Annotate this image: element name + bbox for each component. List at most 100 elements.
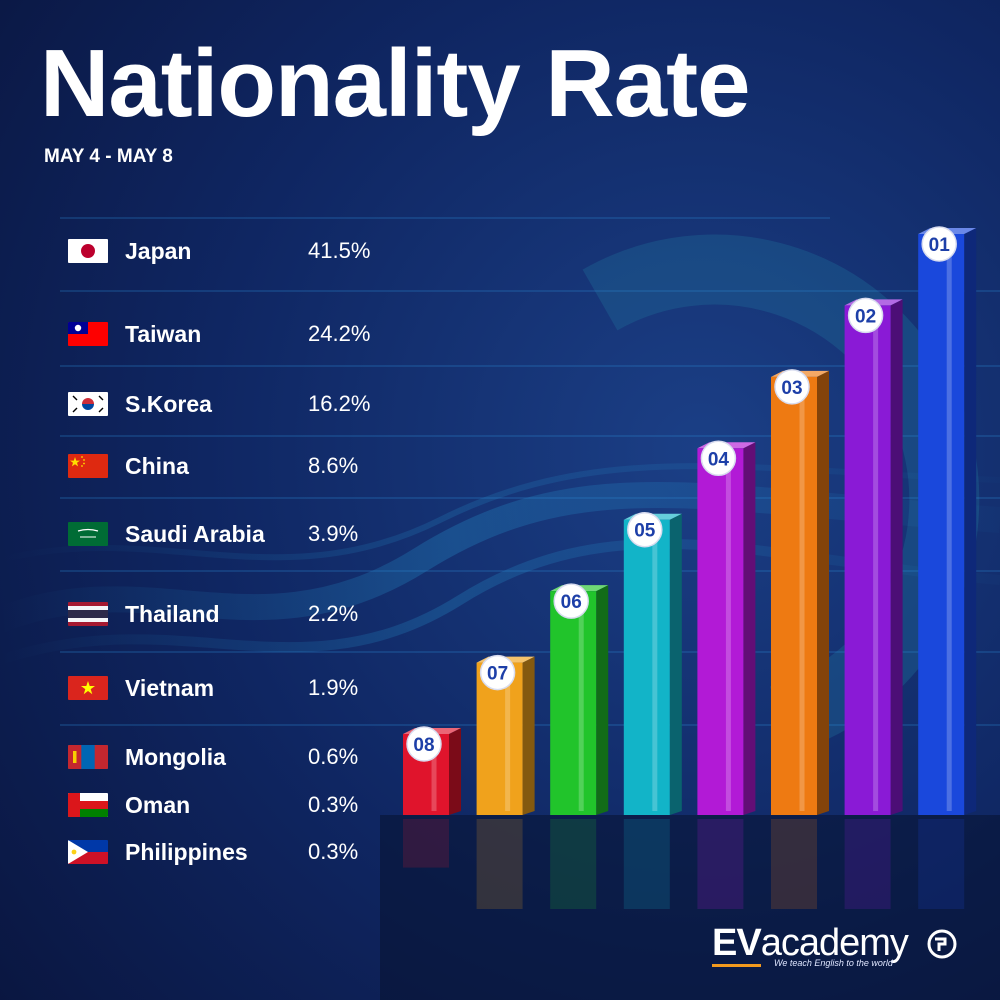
- bar-highlight: [725, 452, 731, 811]
- bar-side-face: [964, 228, 977, 815]
- logo-ev-text: EV: [712, 922, 762, 967]
- country-name: Taiwan: [125, 321, 202, 347]
- country-percent: 24.2%: [308, 321, 371, 346]
- nationality-list: Japan 41.5% Taiwan 24.2% S.Korea 16.2% C…: [0, 0, 420, 900]
- bar-highlight: [578, 595, 584, 811]
- list-item-philippines: Philippines 0.3%: [68, 836, 408, 866]
- rank-label: 01: [929, 235, 951, 256]
- logo-globe-icon: [927, 929, 957, 959]
- bar-highlight: [946, 238, 952, 811]
- bar-reflection: [623, 819, 670, 909]
- country-name: Oman: [125, 792, 191, 818]
- rank-badge: [921, 226, 957, 262]
- logo-academy-text: academy: [760, 922, 909, 964]
- country-percent: 2.2%: [308, 601, 359, 626]
- country-percent: 3.9%: [308, 521, 359, 546]
- bar-side-face: [522, 656, 535, 815]
- rank-label: 03: [781, 378, 802, 399]
- rank-badge: [847, 297, 884, 334]
- list-item-china: China 8.6%: [68, 450, 408, 480]
- vietnam-flag-icon: [68, 676, 108, 700]
- list-item-thailand: Thailand 2.2%: [68, 598, 408, 628]
- bar-reflection: [403, 819, 449, 868]
- bar-front-face: [771, 376, 817, 815]
- saudi-arabia-flag-icon: [68, 522, 108, 546]
- country-name: Philippines: [125, 839, 248, 865]
- country-name: Thailand: [125, 601, 220, 627]
- bar-reflection: [844, 819, 891, 909]
- bar-rank-03: 03: [771, 369, 829, 909]
- bar-rank-08: 08: [403, 726, 461, 868]
- page-title: Nationality Rate: [40, 30, 750, 137]
- country-name: Vietnam: [125, 675, 215, 701]
- list-item-japan: Japan 41.5%: [68, 235, 408, 265]
- rank-badge: [700, 440, 737, 477]
- taiwan-flag-icon: [68, 322, 108, 346]
- country-name: Japan: [125, 238, 192, 264]
- south-korea-flag-icon: [68, 392, 108, 416]
- bar-front-face: [918, 234, 965, 815]
- country-name: Mongolia: [125, 744, 226, 770]
- list-item-oman: Oman 0.3%: [68, 789, 408, 819]
- country-name: Saudi Arabia: [125, 521, 265, 547]
- bar-rank-06: 06: [550, 583, 609, 909]
- country-percent: 1.9%: [308, 675, 359, 700]
- bar-rank-07: 07: [476, 654, 535, 909]
- bar-rank-01: 01: [918, 226, 977, 909]
- bar-reflection: [550, 819, 597, 909]
- mongolia-flag-icon: [68, 745, 108, 769]
- bar-side-face: [890, 299, 903, 815]
- bar-side-face: [449, 728, 461, 815]
- date-range-subtitle: MAY 4 - MAY 8: [44, 146, 173, 167]
- country-percent: 0.6%: [308, 744, 359, 769]
- ev-academy-logo: EVacademy We teach English to the world: [712, 922, 962, 972]
- rank-label: 04: [708, 449, 730, 470]
- bar-side-face: [669, 513, 682, 815]
- bar-side-face: [596, 585, 609, 815]
- bar-rank-04: 04: [697, 440, 756, 909]
- bar-highlight: [799, 380, 805, 811]
- rank-badge: [553, 583, 589, 619]
- bar-rank-05: 05: [623, 511, 682, 909]
- list-item-taiwan: Taiwan 24.2%: [68, 318, 408, 348]
- china-flag-icon: [68, 454, 108, 478]
- rank-label: 07: [487, 664, 508, 685]
- rank-badge: [479, 654, 516, 691]
- list-item-vietnam: Vietnam 1.9%: [68, 672, 408, 702]
- japan-flag-icon: [68, 239, 108, 263]
- rank-label: 02: [855, 306, 876, 327]
- country-name: S.Korea: [125, 391, 212, 417]
- rank-badge: [774, 369, 810, 405]
- bar-highlight: [431, 738, 437, 811]
- country-percent: 0.3%: [308, 839, 359, 864]
- bar-front-face: [844, 305, 891, 815]
- bar-rank-02: 02: [844, 297, 903, 909]
- bar-side-face: [743, 442, 756, 815]
- country-percent: 16.2%: [308, 391, 371, 416]
- bar-front-face: [550, 591, 597, 815]
- rank-badge: [406, 726, 442, 762]
- list-item-s-korea: S.Korea 16.2%: [68, 388, 408, 418]
- bar-reflection: [476, 819, 523, 909]
- list-item-saudi-arabia: Saudi Arabia 3.9%: [68, 518, 408, 548]
- rank-label: 08: [413, 735, 434, 756]
- rank-label: 06: [561, 592, 582, 613]
- bar-highlight: [652, 523, 658, 811]
- bar-side-face: [817, 370, 829, 815]
- rank-badge: [627, 511, 663, 548]
- country-percent: 8.6%: [308, 453, 359, 478]
- bar-reflection: [918, 819, 965, 909]
- bar-highlight: [873, 309, 879, 811]
- philippines-flag-icon: [68, 840, 108, 864]
- oman-flag-icon: [68, 793, 108, 817]
- rank-label: 05: [634, 521, 656, 542]
- country-name: China: [125, 453, 189, 479]
- list-item-mongolia: Mongolia 0.6%: [68, 741, 408, 771]
- bar-front-face: [697, 448, 744, 815]
- bar-front-face: [623, 519, 670, 815]
- bar-reflection: [697, 819, 744, 909]
- country-percent: 41.5%: [308, 238, 371, 263]
- bar-highlight: [505, 666, 511, 811]
